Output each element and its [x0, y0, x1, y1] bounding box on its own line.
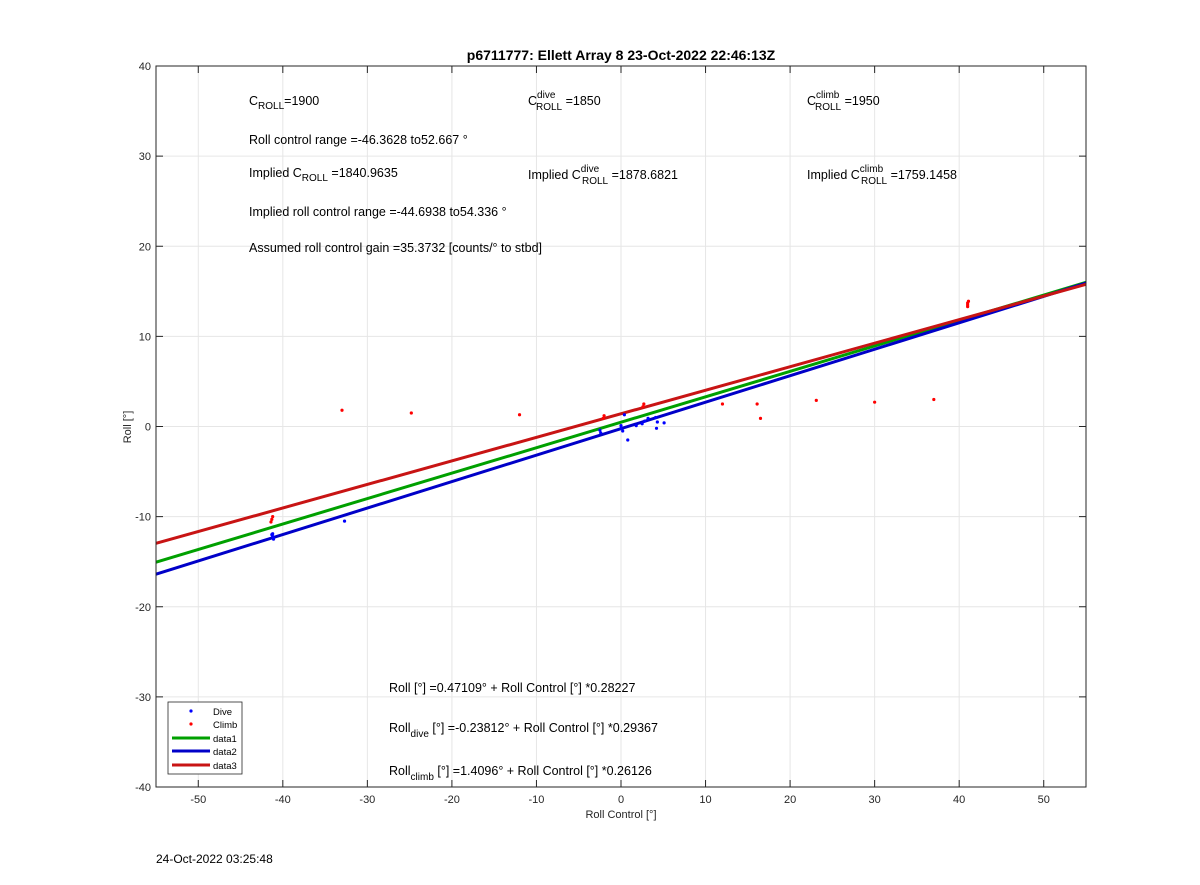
print-timestamp: 24-Oct-2022 03:25:48	[156, 852, 273, 866]
y-tick-label: -10	[135, 512, 151, 524]
legend-label-dive: Dive	[213, 707, 232, 718]
climb-point	[601, 416, 605, 420]
y-tick-label: 30	[139, 151, 151, 163]
climb-point	[270, 517, 274, 521]
legend-label-data3: data3	[213, 761, 237, 772]
c-roll-annotation: CROLL=1900	[249, 94, 319, 112]
chart-title: p6711777: Ellett Array 8 23-Oct-2022 22:…	[467, 47, 776, 63]
y-tick-label: 40	[139, 61, 151, 73]
x-tick-label: -30	[359, 794, 375, 806]
roll-control-range: Roll control range =-46.3628 to52.667 °	[249, 133, 468, 147]
climb-point	[758, 416, 763, 420]
axis-ticks: -50 -40 -30 -20 -10 0 10 20 30 40 50 -40 -30 -20 -10 0 1…	[135, 61, 1086, 806]
climb-point	[966, 299, 971, 303]
x-axis-label: Roll Control [°]	[585, 809, 656, 821]
climb-point	[602, 414, 606, 418]
legend-label-data1: data1	[213, 734, 237, 745]
x-tick-label: 10	[699, 794, 711, 806]
implied-roll-control-range: Implied roll control range =-44.6938 to5…	[249, 205, 507, 219]
implied-c-roll-climb: Implied Cclimb ROLL =1759.1458	[807, 164, 957, 187]
y-tick-label: 0	[145, 422, 151, 434]
implied-c-roll-dive: Implied Cdive ROLL =1878.6821	[528, 164, 678, 187]
legend-marker-climb	[189, 722, 193, 726]
fit-climb-equation: Rollclimb [°] =1.4096° + Roll Control [°…	[389, 764, 652, 783]
dive-point	[654, 415, 658, 420]
x-tick-label: -10	[529, 794, 545, 806]
climb-point	[409, 411, 413, 415]
dive-point	[598, 428, 602, 432]
dive-point	[646, 416, 650, 420]
fit-all-equation: Roll [°] =0.47109° + Roll Control [°] *0…	[389, 681, 635, 695]
y-tick-label: -20	[135, 602, 151, 614]
dive-point	[662, 421, 666, 425]
climb-point	[642, 402, 646, 406]
y-axis-label: Roll [°]	[122, 411, 134, 444]
x-tick-label: -40	[275, 794, 291, 806]
dive-point	[654, 426, 659, 430]
implied-c-roll: Implied CROLL =1840.9635	[249, 166, 398, 184]
dive-point	[619, 423, 623, 428]
dive-point	[643, 419, 647, 423]
y-tick-label: -40	[135, 782, 151, 794]
legend-label-climb: Climb	[213, 720, 237, 731]
dive-point	[634, 423, 638, 428]
fit-line-data3	[155, 282, 1087, 545]
dive-point	[640, 422, 644, 426]
data-points	[269, 299, 971, 541]
dive-point	[270, 533, 274, 537]
c-roll-dive-annotation: Cdive ROLL =1850	[528, 90, 601, 113]
climb-point	[720, 402, 725, 406]
y-tick-label: 20	[139, 241, 151, 253]
climb-point	[932, 397, 936, 402]
roll-control-gain: Assumed roll control gain =35.3732 [coun…	[249, 241, 542, 255]
x-tick-label: 30	[869, 794, 881, 806]
climb-point	[517, 413, 522, 417]
x-tick-label: 50	[1038, 794, 1050, 806]
climb-point	[340, 408, 344, 412]
dive-point	[599, 431, 603, 435]
dive-point	[342, 519, 347, 523]
x-tick-label: 40	[953, 794, 965, 806]
legend-label-data2: data2	[213, 747, 237, 758]
legend-marker-dive	[189, 709, 193, 713]
climb-point	[269, 520, 273, 524]
x-tick-label: 20	[784, 794, 796, 806]
climb-point	[755, 402, 759, 406]
dive-point	[619, 426, 623, 430]
dive-point	[626, 438, 630, 442]
dive-point	[655, 420, 659, 424]
x-tick-label: -50	[190, 794, 206, 806]
y-tick-label: 10	[139, 331, 151, 343]
dive-point	[622, 413, 626, 417]
x-tick-label: -20	[444, 794, 460, 806]
climb-point	[873, 400, 877, 404]
y-tick-label: -30	[135, 692, 151, 704]
climb-point	[814, 398, 818, 402]
dive-point	[621, 429, 625, 433]
legend: Dive Climb data1 data2 data3	[167, 701, 243, 775]
climb-point	[271, 515, 275, 519]
fit-dive-equation: Rolldive [°] =-0.23812° + Roll Control […	[389, 721, 658, 740]
dive-point	[271, 536, 276, 540]
x-tick-label: 0	[618, 794, 624, 806]
c-roll-climb-annotation: Cclimb ROLL =1950	[807, 90, 880, 113]
climb-point	[966, 303, 970, 307]
climb-point	[641, 405, 645, 409]
